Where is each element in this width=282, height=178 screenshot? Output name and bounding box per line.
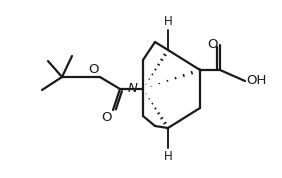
Text: O: O (89, 63, 99, 76)
Text: O: O (208, 38, 218, 51)
Text: H: H (164, 150, 172, 163)
Text: OH: OH (246, 75, 266, 88)
Text: H: H (164, 15, 172, 28)
Text: O: O (102, 111, 112, 124)
Text: N: N (128, 82, 138, 96)
